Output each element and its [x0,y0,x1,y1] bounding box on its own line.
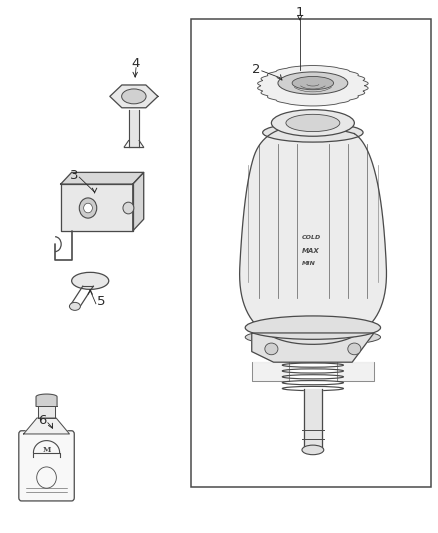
Text: M: M [42,446,51,454]
Polygon shape [24,418,70,434]
Text: MAX: MAX [302,247,320,254]
Polygon shape [110,85,158,108]
Polygon shape [38,406,55,418]
Ellipse shape [292,76,334,90]
Text: 2: 2 [252,63,260,76]
Text: 1: 1 [296,6,304,19]
Ellipse shape [263,123,363,142]
Polygon shape [133,172,144,231]
Text: 3: 3 [70,168,78,182]
Polygon shape [61,172,144,184]
Ellipse shape [79,198,97,218]
Polygon shape [61,184,133,231]
Text: COLD: COLD [302,235,321,240]
Ellipse shape [348,343,361,355]
Ellipse shape [70,302,81,310]
Ellipse shape [122,89,146,104]
Bar [191,19,431,487]
Ellipse shape [245,316,381,340]
Polygon shape [304,389,321,450]
Ellipse shape [278,72,348,94]
Polygon shape [129,110,139,147]
FancyBboxPatch shape [19,431,74,501]
Text: 4: 4 [132,57,140,70]
Ellipse shape [272,110,354,136]
Polygon shape [337,362,374,381]
Ellipse shape [265,343,278,355]
Ellipse shape [72,272,109,289]
Ellipse shape [123,202,134,214]
Ellipse shape [286,114,340,132]
Polygon shape [36,394,57,406]
Text: 5: 5 [97,295,106,308]
Ellipse shape [302,445,324,455]
Polygon shape [252,362,289,381]
Ellipse shape [245,328,381,346]
Polygon shape [252,333,374,362]
Polygon shape [258,66,368,106]
Text: 6: 6 [38,414,46,427]
Ellipse shape [84,203,92,213]
Text: MIN: MIN [302,261,316,266]
Polygon shape [240,126,386,344]
